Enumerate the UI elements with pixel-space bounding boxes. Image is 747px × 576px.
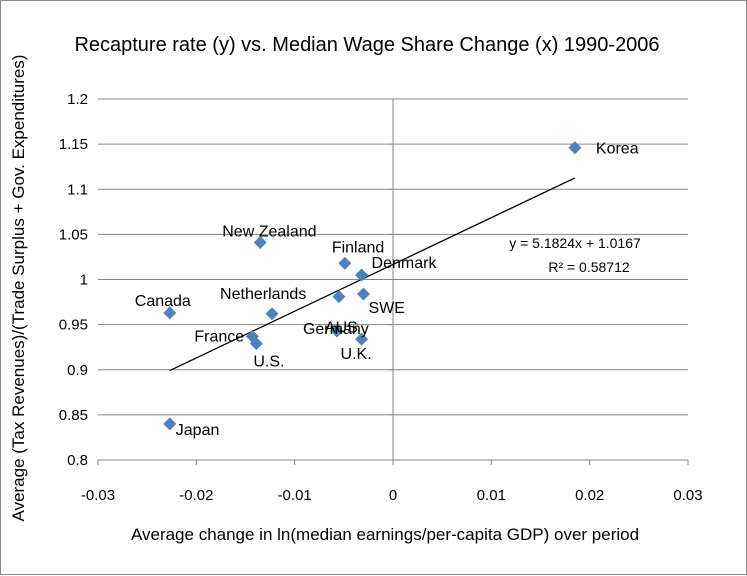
data-point-label: France: [194, 328, 244, 345]
trendline-equation: y = 5.1824x + 1.0167: [509, 235, 641, 251]
data-point-label: New Zealand: [222, 223, 316, 240]
y-tick-label: 1.1: [67, 181, 88, 198]
data-point-label: U.K.: [341, 346, 372, 363]
y-tick-label: 0.95: [59, 317, 88, 334]
trendline: [169, 177, 576, 372]
x-tick-label: 0.01: [477, 487, 506, 504]
data-point-label: AUS: [325, 320, 358, 337]
x-tick-label: -0.02: [179, 487, 213, 504]
trendline-r-squared: R² = 0.58712: [548, 259, 630, 275]
data-point-label: Denmark: [372, 255, 438, 272]
data-point-marker: [249, 337, 263, 351]
data-point-marker: [163, 306, 177, 320]
data-point-marker: [568, 141, 582, 155]
x-axis-ticks: [97, 460, 689, 465]
y-tick-label: 0.8: [67, 452, 88, 469]
y-tick-label: 1.05: [59, 226, 88, 243]
chart-title: Recapture rate (y) vs. Median Wage Share…: [74, 34, 659, 56]
x-tick-label: -0.03: [81, 487, 115, 504]
data-point-marker: [330, 324, 344, 338]
data-points: [163, 141, 582, 431]
x-axis-tick-labels: -0.03 -0.02 -0.01 0 0.01 0.02 0.03: [81, 487, 703, 504]
data-point-marker: [357, 287, 370, 301]
data-point-marker: [253, 235, 267, 249]
y-tick-label: 1: [80, 272, 88, 289]
data-point-marker: [355, 332, 369, 346]
x-tick-label: 0.03: [673, 487, 702, 504]
x-axis-title: Average change in ln(median earnings/per…: [131, 525, 639, 544]
y-axis-title: Average (Tax Revenues)/(Trade Surplus + …: [9, 55, 28, 522]
data-point-marker: [338, 256, 352, 270]
x-tick-label: -0.01: [278, 487, 312, 504]
y-axis-ticks: [388, 98, 393, 461]
data-point-marker: [355, 268, 369, 282]
data-point-label: SWE: [369, 300, 405, 317]
data-point-label: Japan: [176, 422, 220, 439]
y-tick-label: 1.15: [59, 136, 88, 153]
y-axis-tick-labels: 0.8 0.85 0.9 0.95 1 1.05 1.1 1.15 1.2: [59, 91, 88, 469]
data-point-label: Germany: [303, 321, 369, 338]
data-point-label: Canada: [135, 293, 191, 310]
data-point-label: Finland: [332, 239, 384, 256]
data-point-marker: [163, 417, 177, 431]
x-tick-label: 0: [389, 487, 397, 504]
data-point-marker: [332, 290, 346, 304]
data-point-marker: [265, 307, 279, 321]
y-tick-label: 0.9: [67, 362, 88, 379]
x-tick-label: 0.02: [575, 487, 604, 504]
data-point-label: Netherlands: [220, 286, 306, 303]
y-tick-label: 0.85: [59, 407, 88, 424]
y-tick-label: 1.2: [67, 91, 88, 108]
data-point-label: U.S.: [253, 354, 284, 371]
data-point-label: Korea: [596, 141, 639, 158]
